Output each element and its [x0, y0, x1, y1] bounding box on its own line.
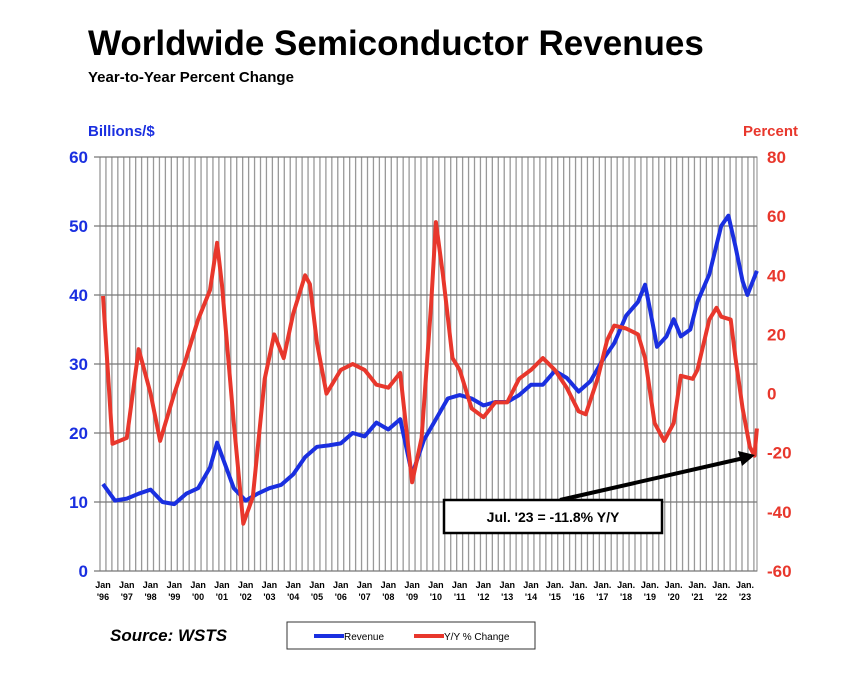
x-tick-label: Jan '07 [357, 580, 373, 602]
x-tick-label: Jan '99 [167, 580, 183, 602]
series-line-yoy-change [101, 220, 759, 526]
series-lines [101, 213, 759, 526]
left-tick-label: 40 [69, 286, 88, 305]
x-tick-label: Jan. '21 [688, 580, 706, 602]
source-label: Source: WSTS [110, 626, 228, 645]
right-tick-label: 20 [767, 325, 786, 344]
x-tick-label: Jan '11 [452, 580, 468, 602]
x-tick-label: Jan. '16 [570, 580, 588, 602]
x-tick-label: Jan. '18 [617, 580, 635, 602]
x-tick-label: Jan. '23 [736, 580, 754, 602]
annotation-arrow-head [738, 451, 755, 466]
x-tick-label: Jan. '17 [593, 580, 611, 602]
x-tick-label: Jan '00 [190, 580, 206, 602]
x-tick-label: Jan '01 [214, 580, 230, 602]
x-tick-label: Jan '02 [238, 580, 254, 602]
x-tick-label: Jan '98 [143, 580, 159, 602]
legend: Revenue Y/Y % Change [286, 621, 536, 650]
right-tick-label: -20 [767, 444, 792, 463]
x-tick-label: Jan '97 [119, 580, 135, 602]
annotation-arrow-line [559, 456, 745, 502]
x-tick-label: Jan '13 [499, 580, 515, 602]
annotation-box [442, 498, 664, 535]
x-tick-label: Jan '10 [428, 580, 444, 602]
right-tick-label: 80 [767, 148, 786, 167]
chart-title: Worldwide Semiconductor Revenues [88, 24, 704, 63]
annotation-text: Jul. '23 = -11.8% Y/Y [487, 509, 620, 525]
left-tick-label: 20 [69, 424, 88, 443]
left-tick-label: 50 [69, 217, 88, 236]
right-tick-label: 0 [767, 385, 776, 404]
x-tick-label: Jan '12 [476, 580, 492, 602]
x-tick-label: Jan '96 [95, 580, 111, 602]
left-tick-label: 60 [69, 148, 88, 167]
x-tick-label: Jan. '20 [665, 580, 683, 602]
legend-label-revenue: Revenue [344, 632, 384, 643]
right-tick-label: -60 [767, 562, 792, 581]
x-tick-label: Jan '08 [381, 580, 397, 602]
chart-subtitle: Year-to-Year Percent Change [88, 69, 294, 86]
ticks: 0 10 20 30 40 50 60 -60 -40 -20 0 20 40 60 80 Jan '96 Jan… [69, 148, 792, 602]
annotation: Jul. '23 = -11.8% Y/Y [442, 451, 755, 535]
right-tick-label: -40 [767, 503, 792, 522]
x-tick-label: Jan '09 [404, 580, 420, 602]
left-axis-label: Billions/$ [88, 123, 155, 140]
x-tick-label: Jan '03 [262, 580, 278, 602]
legend-label-yoy: Y/Y % Change [444, 632, 510, 643]
x-tick-label: Jan '06 [333, 580, 349, 602]
x-tick-label: Jan. '19 [641, 580, 659, 602]
x-tick-label: Jan '05 [309, 580, 325, 602]
left-tick-label: 0 [79, 562, 88, 581]
right-tick-label: 40 [767, 266, 786, 285]
right-axis-label: Percent [743, 123, 798, 140]
x-tick-label: Jan '14 [523, 580, 539, 602]
x-tick-label: Jan. '22 [712, 580, 730, 602]
left-tick-label: 30 [69, 355, 88, 374]
right-tick-label: 60 [767, 207, 786, 226]
left-tick-label: 10 [69, 493, 88, 512]
x-tick-label: Jan. '15 [546, 580, 564, 602]
x-tick-label: Jan '04 [285, 580, 301, 602]
